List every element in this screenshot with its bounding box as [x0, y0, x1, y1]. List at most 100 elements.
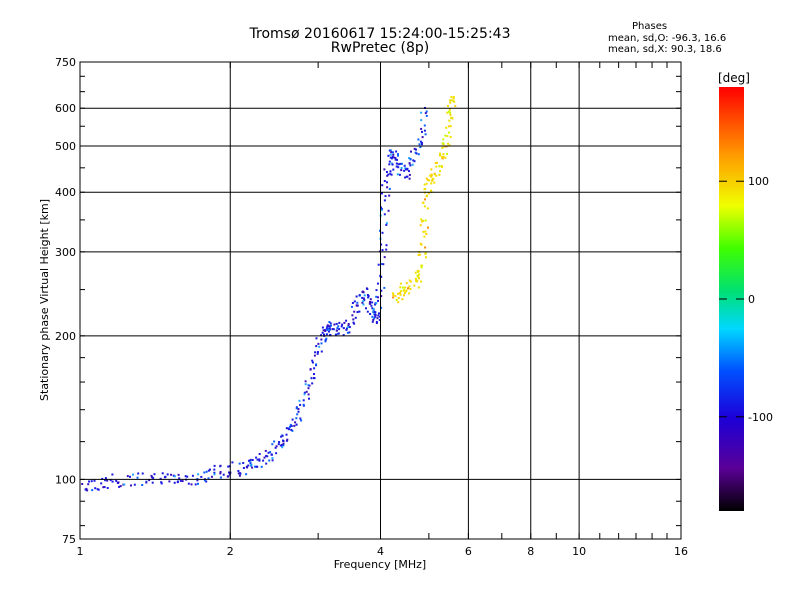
scatter-point-x: [428, 179, 431, 182]
scatter-point-o: [373, 313, 376, 316]
scatter-point-o: [161, 472, 164, 475]
scatter-point-o: [267, 451, 270, 454]
scatter-point-x: [448, 110, 451, 113]
scatter-point-o: [148, 479, 151, 482]
scatter-point-o: [417, 138, 420, 141]
scatter-point-x: [447, 125, 450, 128]
scatter-point-o: [406, 175, 409, 178]
scatter-point-o: [345, 319, 348, 322]
scatter-point-o: [363, 299, 366, 302]
scatter-point-o: [363, 294, 366, 297]
scatter-point-x: [419, 224, 422, 227]
scatter-point-x: [438, 165, 441, 168]
scatter-point-x: [397, 301, 400, 304]
y-tick-label: 500: [55, 140, 76, 153]
scatter-point-x: [423, 205, 426, 208]
scatter-point-o: [356, 301, 359, 304]
scatter-point-x: [424, 246, 427, 249]
scatter-point-o: [295, 407, 298, 410]
scatter-point-x: [446, 135, 449, 138]
scatter-point-o: [328, 321, 331, 323]
scatter-point-o: [380, 192, 383, 195]
scatter-point-o: [329, 334, 332, 337]
scatter-point-x: [408, 279, 411, 282]
scatter-point-o: [266, 455, 269, 458]
scatter-point-o: [111, 480, 114, 483]
scatter-point-x: [448, 119, 451, 122]
scatter-point-o: [420, 119, 423, 122]
scatter-point-x: [413, 284, 416, 287]
scatter-point-o: [378, 312, 380, 315]
scatter-point-o: [362, 303, 365, 306]
phases-heading: Phases: [632, 21, 668, 32]
scatter-point-o: [297, 408, 300, 411]
scatter-point-o: [282, 444, 285, 447]
scatter-point-o: [320, 342, 323, 345]
scatter-point-o: [100, 482, 103, 485]
scatter-point-o: [258, 453, 261, 455]
scatter-point-o: [400, 169, 403, 172]
scatter-point-o: [361, 296, 364, 299]
scatter-point-o: [260, 465, 263, 468]
scatter-point-x: [446, 111, 449, 114]
scatter-point-o: [153, 473, 156, 476]
colorbar-ticks: 100 0 -100: [719, 175, 773, 424]
scatter-point-o: [101, 477, 104, 480]
scatter-point-o: [194, 483, 197, 486]
scatter-point-o: [388, 187, 391, 190]
scatter-point-o: [383, 286, 386, 289]
scatter-point-o: [197, 482, 199, 485]
scatter-point-o: [173, 481, 176, 484]
scatter-point-o: [152, 476, 155, 479]
chart-subtitle: RwPretec (8p): [330, 40, 430, 56]
scatter-point-o: [213, 464, 216, 467]
scatter-point-o: [365, 307, 367, 310]
scatter-point-o: [413, 147, 416, 150]
scatter-point-o: [270, 453, 273, 456]
scatter-point-o: [290, 425, 293, 427]
scatter-point-o: [268, 459, 271, 462]
scatter-point-o: [245, 473, 248, 476]
y-tick-label: 300: [55, 246, 76, 259]
scatter-point-o: [372, 318, 375, 321]
scatter-point-o: [254, 465, 256, 468]
scatter-point-o: [237, 470, 240, 472]
scatter-point-x: [416, 279, 419, 282]
scatter-point-o: [404, 167, 407, 170]
scatter-point-o: [377, 296, 379, 299]
scatter-point-x: [425, 177, 428, 180]
scatter-point-o: [378, 315, 381, 318]
scatter-point-o: [369, 313, 372, 315]
scatter-point-o: [425, 110, 428, 113]
scatter-point-o: [391, 163, 394, 166]
scatter-point-o: [96, 488, 99, 491]
scatter-point-o: [222, 473, 225, 476]
scatter-point-o: [355, 304, 358, 307]
scatter-point-o: [310, 377, 313, 380]
scatter-point-o: [249, 458, 252, 461]
scatter-point-x: [449, 125, 452, 128]
scatter-point-x: [449, 111, 452, 114]
scatter-point-o: [417, 153, 420, 156]
x-tick-label: 10: [572, 545, 586, 558]
scatter-point-o: [375, 289, 378, 292]
scatter-point-o: [87, 483, 90, 486]
scatter-point-o: [307, 384, 310, 387]
scatter-point-x: [425, 233, 428, 235]
scatter-point-o: [315, 363, 318, 366]
scatter-point-x: [399, 291, 401, 294]
scatter-point-o: [377, 299, 379, 302]
scatter-point-o: [342, 327, 345, 330]
scatter-point-x: [418, 273, 421, 276]
scatter-point-o: [371, 315, 374, 318]
scatter-point-o: [370, 304, 373, 307]
scatter-point-o: [348, 331, 351, 334]
scatter-point-o: [421, 136, 424, 139]
scatter-point-o: [163, 476, 166, 479]
scatter-point-o: [172, 474, 175, 477]
y-tick-label: 100: [55, 473, 76, 486]
scatter-point-o: [129, 475, 131, 478]
scatter-point-o: [231, 461, 234, 464]
scatter-point-o: [348, 326, 351, 328]
scatter-point-o: [395, 162, 398, 165]
